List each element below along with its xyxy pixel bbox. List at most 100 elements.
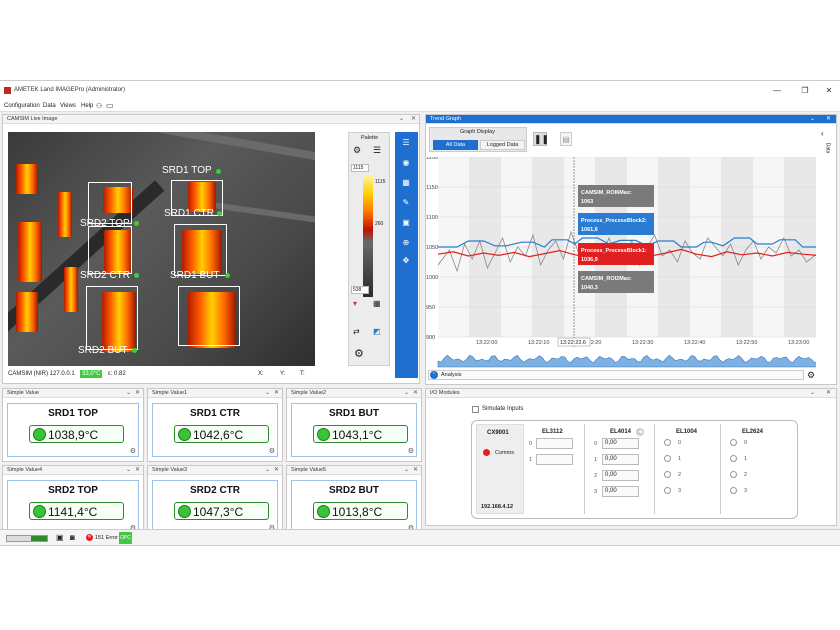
palette-bottom-field[interactable]: 538 [351,286,369,294]
settings-gear-icon[interactable]: ⚙ [130,524,136,532]
roi-box-srd1-but[interactable] [178,286,240,346]
simple-value-name: SRD1 CTR [189,408,240,419]
restore-button[interactable]: ❐ [801,86,809,95]
grid-icon[interactable]: ▦ [402,178,410,187]
x-tick-label: 13:22:40 [684,340,705,346]
sv-menu-icon[interactable]: ⌄ [125,390,131,396]
help-icon[interactable]: ⚇ [96,103,103,110]
el4014-ch1-field[interactable]: 0,00 [602,454,639,465]
sv-close-icon[interactable]: ✕ [273,390,279,396]
pause-button[interactable]: ❚❚ [533,132,550,146]
export-icon[interactable]: ▤ [560,132,572,146]
data-side-label[interactable]: Data [824,142,831,154]
image-icon[interactable]: ▣ [402,218,410,227]
simple-value-reading: 1038,9°C [48,428,99,442]
brush-icon[interactable]: ✎ [402,198,410,207]
thermal-image-view[interactable]: SRD1 TOP SRD2 TOP SRD1 CTR SRD2 CTR SRD1… [8,132,315,366]
el4014-ch3-field[interactable]: 0,00 [602,486,639,497]
el4014-ch0-field[interactable]: 0,00 [602,438,639,449]
simple-value-panel: Simple Value5⌄✕ SRD2 BUT 1013,8°C ⚙ [286,465,422,539]
palette-invert-icon[interactable]: ◩ [373,327,381,336]
simple-value-title: Simple Value4 [3,466,143,475]
analysis-bar[interactable]: ⌃ Analysis [428,370,804,380]
palette-auto-icon[interactable]: ⚙ [353,145,362,155]
save-icon[interactable]: ▣ [56,533,64,542]
roi-box-srd1-ctr[interactable] [174,224,227,276]
logged-data-button[interactable]: Logged Data [480,140,525,150]
error-count[interactable]: 151 Error [95,535,118,541]
trend-graph-panel: Trend Graph ⌄ ✕ Graph Display All Data L… [425,114,837,385]
el3112-ch0-field[interactable] [536,438,573,449]
trend-graph-title: Trend Graph [426,115,836,124]
palette-settings-icon[interactable]: ⚙ [354,348,364,360]
roi-box-srd2-ctr[interactable] [88,226,132,274]
image-toolbar: ☰ ◉ ▦ ✎ ▣ ⊕ ✥ [395,132,418,378]
settings-gear-icon[interactable]: ⚙ [269,524,275,532]
io-close-icon[interactable]: ✕ [826,390,832,396]
el4014-ch2-field[interactable]: 0,00 [602,470,639,481]
settings-gear-icon[interactable]: ⚙ [407,448,414,455]
trend-close-icon[interactable]: ✕ [826,116,832,122]
all-data-button[interactable]: All Data [433,140,478,150]
trend-menu-icon[interactable]: ⌄ [810,116,816,122]
trend-chart[interactable]: 1200 1150 1100 1050 1000 950 900 CAMSIM_ROI6Max… [426,157,816,375]
menu-views[interactable]: Views [60,103,76,109]
palette-top-field[interactable]: 1115 [351,164,369,172]
el2624-ch3-indicator[interactable] [730,487,737,494]
el3112-head: EL3112 [542,429,563,435]
sv-close-icon[interactable]: ✕ [412,467,418,473]
panel-menu-icon[interactable]: ⌄ [399,116,405,122]
target-icon[interactable]: ◉ [402,158,410,167]
sv-menu-icon[interactable]: ⌄ [403,390,409,396]
el2624-row-3-label: 3 [744,488,748,494]
sv-close-icon[interactable]: ✕ [134,390,140,396]
record-icon[interactable]: ◙ [70,533,75,542]
el2624-ch1-indicator[interactable] [730,455,737,462]
menu-icon[interactable]: ☰ [402,138,410,147]
minimize-button[interactable]: — [773,86,781,95]
sv-close-icon[interactable]: ✕ [273,467,279,473]
el4014-toggle-icon[interactable]: ◀ [636,428,644,436]
expand-icon[interactable]: ‹ [821,129,824,138]
sv-menu-icon[interactable]: ⌄ [264,390,270,396]
el1004-row-2-label: 2 [678,472,682,478]
status-ok-indicator [33,428,46,441]
settings-gear-icon[interactable]: ⚙ [408,524,414,532]
palette-list-icon[interactable]: ☰ [373,145,382,155]
overview-strip[interactable] [437,354,816,368]
el3112-ch1-field[interactable] [536,454,573,465]
menu-data[interactable]: Data [43,103,56,109]
roi-box-srd1-top[interactable] [171,180,223,216]
palette-grid-icon[interactable]: ▦ [373,299,381,308]
x-tick-label: 13:22:20 [580,340,601,346]
el2624-ch0-indicator[interactable] [730,439,737,446]
sv-close-icon[interactable]: ✕ [412,390,418,396]
panel-close-icon[interactable]: ✕ [411,116,417,122]
sv-menu-icon[interactable]: ⌄ [403,467,409,473]
settings-gear-icon[interactable]: ⚙ [268,448,275,455]
el4014-head: EL4014 [610,429,632,435]
roi-box-srd2-but[interactable] [86,286,138,350]
menu-help[interactable]: Help [81,103,94,109]
status-ok-indicator [178,505,191,518]
cursor-time-label: 13:22:22.6 [560,340,586,346]
palette-color-icon[interactable]: ▾ [353,299,358,308]
el2624-ch2-indicator[interactable] [730,471,737,478]
sv-menu-icon[interactable]: ⌄ [264,467,270,473]
simple-value-title: Simple Value5 [287,466,421,475]
roi-box-srd2-top[interactable] [88,182,132,224]
settings-gear-icon[interactable]: ⚙ [129,448,136,455]
io-menu-icon[interactable]: ⌄ [810,390,816,396]
trend-settings-icon[interactable]: ⚙ [807,370,816,380]
sv-close-icon[interactable]: ✕ [134,467,140,473]
palette-swap-icon[interactable]: ⇄ [353,327,360,336]
close-button[interactable]: ✕ [825,86,833,95]
simulate-inputs-checkbox[interactable] [472,406,479,413]
sv-menu-icon[interactable]: ⌄ [125,467,131,473]
move-icon[interactable]: ✥ [402,256,410,265]
zoom-icon[interactable]: ⊕ [402,238,410,247]
monitor-icon[interactable]: ▭ [106,101,114,110]
analysis-toggle-icon[interactable]: ⌃ [430,371,438,379]
menu-configuration[interactable]: Configuration [4,103,40,109]
el1004-row-1-label: 1 [678,456,682,462]
